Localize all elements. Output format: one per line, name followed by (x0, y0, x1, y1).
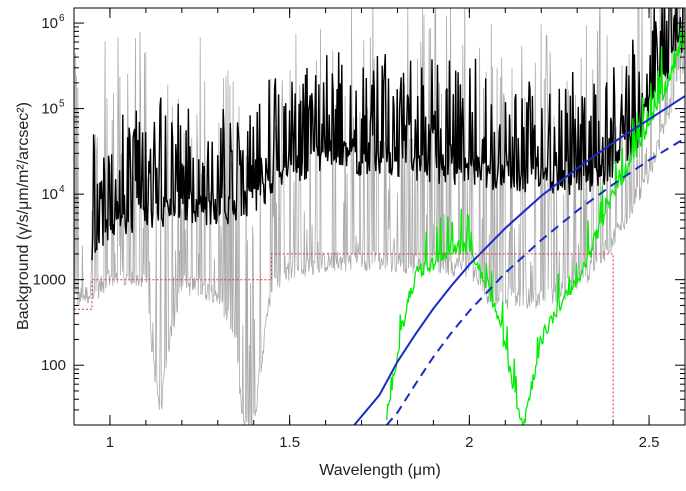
x-tick-label: 1.5 (279, 434, 300, 451)
y-tick-label: 100 (41, 357, 66, 374)
x-tick-label: 2.5 (639, 434, 660, 451)
y-tick-label: 10 (41, 101, 58, 118)
y-tick-label: 1000 (33, 272, 66, 289)
x-tick-label: 2 (465, 434, 473, 451)
reference-level-line (74, 253, 614, 425)
blackbody-curve-solid (353, 95, 685, 425)
x-tick-label: 1 (106, 434, 114, 451)
y-tick-exponent: 6 (59, 13, 65, 24)
y-tick-label: 10 (41, 186, 58, 203)
sky-background-spectrum (74, 8, 685, 425)
blackbody-curve-dashed (385, 137, 685, 425)
y-axis-title: Background (γ/s/μm/m²/arcsec²) (15, 102, 32, 330)
x-axis-title: Wavelength (μm) (319, 462, 441, 479)
y-tick-exponent: 4 (59, 184, 65, 195)
y-tick-label: 10 (41, 15, 58, 32)
series-layer (74, 8, 685, 425)
plot-frame (73, 7, 686, 426)
thermal-emission-spectrum (386, 28, 685, 425)
y-tick-exponent: 5 (59, 99, 65, 110)
